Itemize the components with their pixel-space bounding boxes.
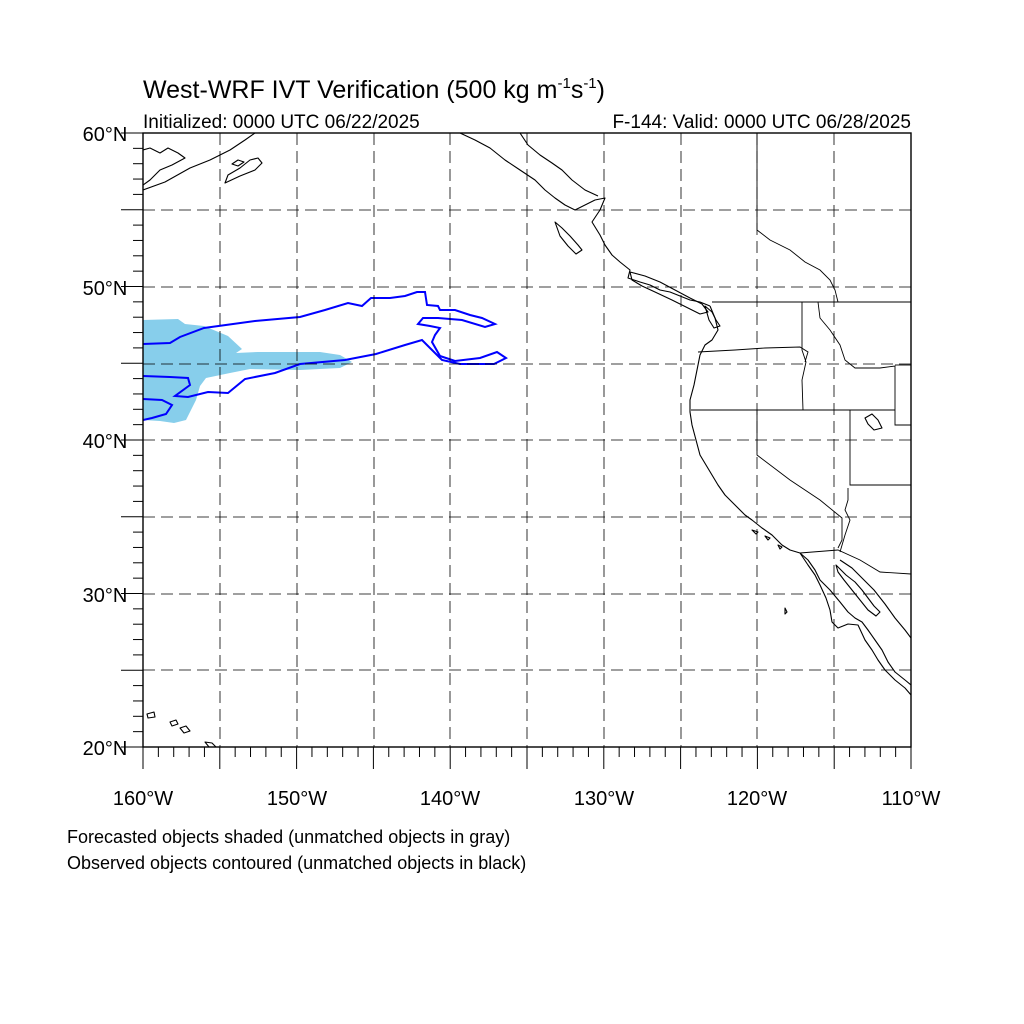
wa-or-border [697, 346, 809, 363]
map-area [143, 133, 911, 747]
hawaii-islands [146, 711, 217, 747]
us-mexico-border [799, 549, 911, 575]
se-alaska-bc-coast [459, 133, 711, 307]
baja-california [799, 552, 911, 686]
observed-object-contour [143, 291, 508, 399]
ca-nv-border [756, 410, 843, 549]
note-observed: Observed objects contoured (unmatched ob… [67, 853, 526, 873]
puget-sound [704, 305, 721, 329]
lon-label-130w: 130°W [574, 788, 634, 810]
lon-label-120w: 120°W [727, 788, 787, 810]
observed-object-contour-lower [143, 398, 174, 421]
id-mt-border [817, 301, 911, 426]
great-salt-lake [864, 413, 883, 431]
initialized-label: Initialized: 0000 UTC 06/22/2025 [143, 112, 420, 133]
figure-title: West-WRF IVT Verification (500 kg m-1s-1… [143, 75, 605, 104]
graticule [143, 133, 911, 747]
alaska-panhandle-border [519, 133, 599, 197]
alaska-coast [143, 133, 256, 191]
guadalupe-island [784, 607, 788, 615]
canada-province-border [756, 133, 839, 303]
lat-label-50: 50°N [83, 278, 128, 300]
alaska-islands [224, 157, 263, 184]
nv-ut-border [849, 410, 911, 486]
lon-label-160w: 160°W [113, 788, 173, 810]
lon-label-140w: 140°W [420, 788, 480, 810]
valid-label: F-144: Valid: 0000 UTC 06/28/2025 [612, 112, 911, 133]
lat-label-40: 40°N [83, 431, 128, 453]
lat-label-30: 30°N [83, 585, 128, 607]
us-west-coast [689, 305, 911, 696]
lon-label-150w: 150°W [267, 788, 327, 810]
vancouver-island [629, 271, 709, 315]
lat-label-20: 20°N [83, 738, 128, 760]
forecast-object [143, 319, 352, 423]
axis-ticks [121, 132, 912, 769]
lat-label-60: 60°N [83, 124, 128, 146]
note-forecast: Forecasted objects shaded (unmatched obj… [67, 827, 510, 847]
gulf-of-california [839, 559, 911, 639]
wa-id-border [801, 302, 807, 411]
haida-gwaii [554, 221, 583, 255]
az-border [839, 488, 851, 553]
channel-islands [751, 529, 783, 550]
lon-label-110w: 110°W [882, 788, 941, 810]
